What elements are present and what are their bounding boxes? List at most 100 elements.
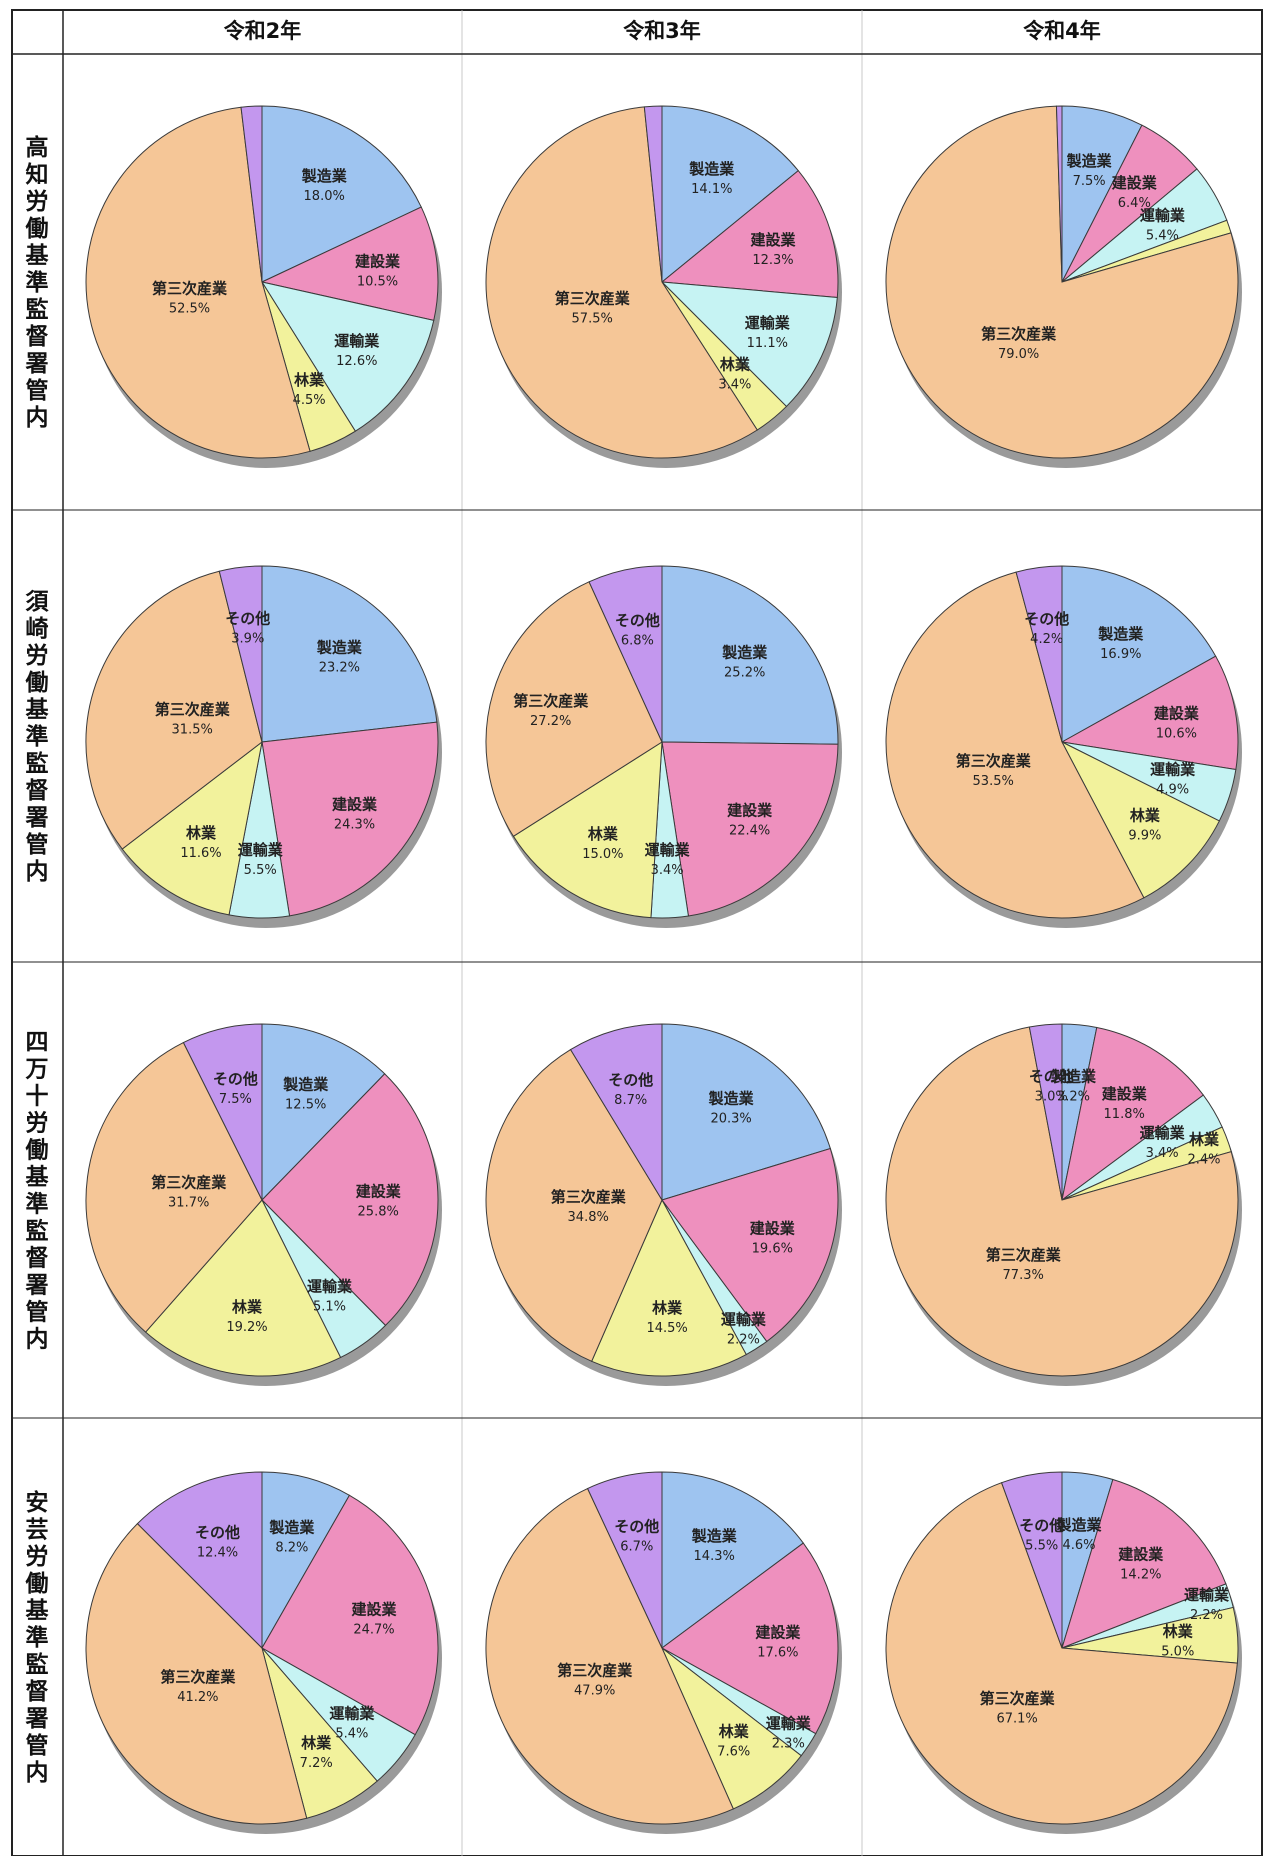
slice-value-label: 41.2% <box>177 1690 218 1705</box>
pie-slice <box>485 1487 734 1825</box>
slice-label: 製造業 <box>1066 152 1113 170</box>
slice-value-label: 10.6% <box>1156 727 1197 742</box>
table-border <box>11 9 1263 1856</box>
slice-label: その他 <box>615 612 660 630</box>
slice-label: 建設業 <box>351 1600 397 1618</box>
slice-label: 製造業 <box>1097 625 1144 643</box>
slice-label: 建設業 <box>1118 1546 1164 1564</box>
slice-value-label: 53.5% <box>973 774 1014 789</box>
row-label: 四万十労働基準監督署管内 <box>25 1030 50 1353</box>
slice-label: 運輸業 <box>329 1705 375 1723</box>
column-header: 令和3年 <box>623 19 701 43</box>
slice-value-label: 25.8% <box>358 1205 399 1220</box>
slice-label: その他 <box>213 1070 258 1088</box>
slice-label: 運輸業 <box>238 841 284 859</box>
slice-value-label: 27.2% <box>530 714 571 729</box>
slice-label: 製造業 <box>1050 1067 1097 1085</box>
slice-label: 林業 <box>301 1734 332 1752</box>
slice-value-label: 8.7% <box>614 1093 647 1108</box>
slice-value-label: 6.4% <box>1118 196 1151 211</box>
slice-label: 第三次産業 <box>555 289 631 307</box>
slice-value-label: 52.5% <box>169 302 210 317</box>
slice-label: 第三次産業 <box>152 280 228 298</box>
slice-label: 製造業 <box>688 160 735 178</box>
slice-label: 第三次産業 <box>151 1173 227 1191</box>
slice-label: 第三次産業 <box>986 1246 1062 1264</box>
pie-slice <box>1061 1478 1227 1649</box>
pie-slice <box>261 721 439 917</box>
pie-slice <box>182 1023 263 1201</box>
slice-value-label: 22.4% <box>729 823 770 838</box>
slice-label: 林業 <box>1130 806 1161 824</box>
slice-value-label: 12.6% <box>336 354 377 369</box>
slice-label: 製造業 <box>301 167 348 185</box>
pie-slice <box>261 1023 386 1202</box>
pie-slice <box>588 565 663 743</box>
slice-label: 運輸業 <box>1184 1586 1230 1604</box>
slice-value-label: 2.4% <box>1187 1153 1220 1168</box>
table-grid <box>11 9 1263 1856</box>
pie-slice <box>85 1522 308 1825</box>
slice-value-label: 7.5% <box>1073 174 1106 189</box>
pie-slice <box>260 281 435 432</box>
slice-value-label: 2.2% <box>727 1333 760 1348</box>
slice-label: その他 <box>608 1071 653 1089</box>
column-header: 令和4年 <box>1023 19 1101 43</box>
slice-value-label: 47.9% <box>574 1684 615 1699</box>
slice-label: 製造業 <box>282 1075 329 1093</box>
pie-slice <box>240 105 263 283</box>
pie-slice <box>1061 1026 1205 1202</box>
column-header: 令和2年 <box>224 19 302 43</box>
slice-label: 第三次産業 <box>557 1662 633 1680</box>
slice-value-label: 5.4% <box>1146 229 1179 244</box>
slice-value-label: 3.4% <box>1146 1146 1179 1161</box>
slice-value-label: 79.0% <box>998 347 1039 362</box>
slice-value-label: 6.8% <box>621 634 654 649</box>
slice-label: 製造業 <box>708 1090 755 1108</box>
slice-value-label: 14.3% <box>694 1549 735 1564</box>
slice-value-label: 57.5% <box>572 311 613 326</box>
slice-value-label: 25.2% <box>724 665 765 680</box>
slice-value-label: 3.4% <box>718 377 751 392</box>
slice-label: その他 <box>1019 1517 1064 1535</box>
pie-slice <box>261 1073 439 1327</box>
pie-chart: 製造業 3.2% 建設業 11.8% 運輸業 3.4% 林業 2.4% 第三次産業 77.3% その… <box>885 1023 1242 1386</box>
slice-label: 製造業 <box>691 1527 738 1545</box>
slice-label: 製造業 <box>721 643 768 661</box>
pie-slice <box>661 1542 839 1735</box>
slice-value-label: 18.0% <box>304 189 345 204</box>
row-label: 須崎労働基準監督署管内 <box>25 589 50 885</box>
pie-slice <box>85 106 311 459</box>
slice-value-label: 4.9% <box>1156 783 1189 798</box>
pie-slice <box>661 741 839 917</box>
slice-label: 林業 <box>719 1722 750 1740</box>
slice-label: 林業 <box>588 825 619 843</box>
slice-label: その他 <box>225 610 270 628</box>
slice-value-label: 12.4% <box>197 1546 238 1561</box>
slice-label: 運輸業 <box>721 1311 767 1329</box>
pie-slice <box>591 1198 747 1377</box>
slice-label: 林業 <box>232 1298 263 1316</box>
slice-label: 第三次産業 <box>160 1668 236 1686</box>
slice-label: 林業 <box>1189 1131 1220 1149</box>
slice-label: 建設業 <box>755 1623 801 1641</box>
slice-label: 建設業 <box>750 231 796 249</box>
slice-value-label: 3.2% <box>1057 1089 1090 1104</box>
slice-value-label: 5.1% <box>313 1300 346 1315</box>
slice-label: 第三次産業 <box>981 325 1057 343</box>
slice-label: 建設業 <box>1112 174 1158 192</box>
slice-label: 建設業 <box>355 252 401 270</box>
slice-value-label: 34.8% <box>568 1210 609 1225</box>
slice-label: 第三次産業 <box>551 1188 627 1206</box>
slice-label: 第三次産業 <box>155 701 231 719</box>
slice-value-label: 4.5% <box>293 393 326 408</box>
slice-label: 製造業 <box>268 1519 315 1537</box>
slice-label: その他 <box>1024 610 1069 628</box>
slice-label: 運輸業 <box>334 332 380 350</box>
slice-value-label: 5.5% <box>1025 1539 1058 1554</box>
pie-slice <box>661 105 800 284</box>
pie-slice <box>261 565 438 743</box>
pie-slice <box>512 741 663 919</box>
pie-chart: 製造業 14.1% 建設業 12.3% 運輸業 11.1% 林業 3.4% 第三次産業 57.5% <box>485 105 842 468</box>
